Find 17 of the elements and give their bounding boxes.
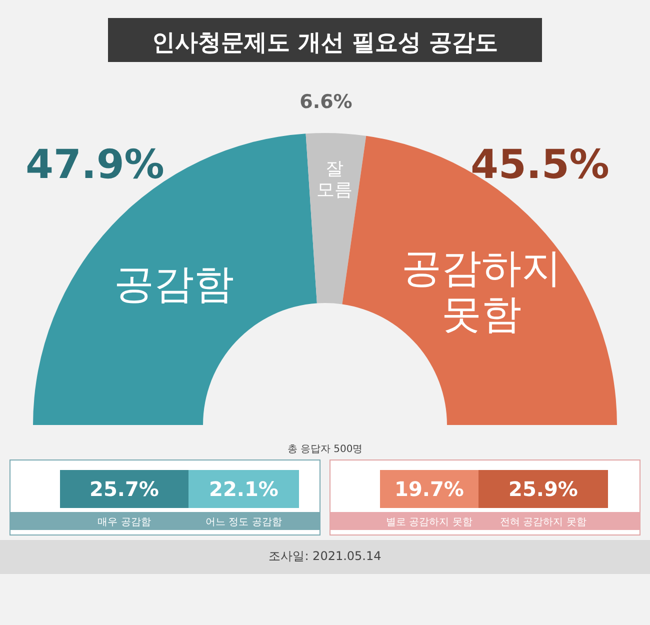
data-label: 47.9% xyxy=(26,142,164,188)
text: 조사일: 2021.05.14 xyxy=(268,549,382,563)
slice-label: 공감하지 못함 xyxy=(401,245,562,338)
data-label: 6.6% xyxy=(300,91,352,113)
text: 총 응답자 500명 xyxy=(287,444,363,455)
data-label: 22.1% xyxy=(209,477,278,501)
series-label: 전혀 공감하지 못함 xyxy=(500,517,586,528)
series-label: 어느 정도 공감함 xyxy=(206,517,282,528)
data-label: 25.9% xyxy=(508,477,578,501)
series-label: 매우 공감함 xyxy=(98,517,151,528)
data-label: 45.5% xyxy=(470,142,610,188)
chart-title: 인사청문제도 개선 필요성 공감도 xyxy=(152,30,498,56)
series-label: 별로 공감하지 못함 xyxy=(386,517,472,528)
data-label: 25.7% xyxy=(90,477,159,501)
slice-label: 잘 모름 xyxy=(316,158,352,200)
slice-label: 공감함 xyxy=(114,262,234,308)
data-label: 19.7% xyxy=(394,477,464,501)
